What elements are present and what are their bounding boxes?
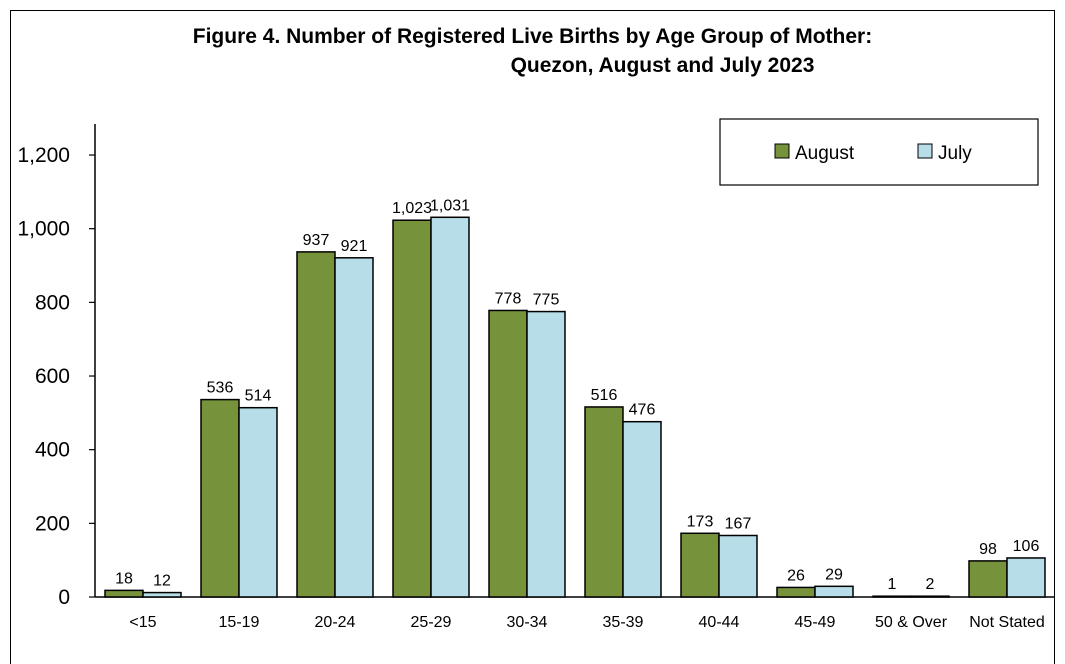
bar-august [680, 532, 720, 598]
bar-august [968, 560, 1008, 598]
data-label: 29 [825, 566, 843, 583]
bar-july [910, 595, 950, 598]
y-axis: 0 200 400 600 800 1,000 1,200 [17, 124, 96, 609]
bar-august [488, 309, 528, 598]
data-label: 2 [926, 576, 935, 593]
data-label: 778 [495, 290, 522, 307]
x-tick-label: 30-34 [507, 614, 548, 631]
data-labels: 18 536 937 1,023 778 516 173 26 1 98 12 514 921 1,031… [115, 197, 1039, 593]
bar-july [718, 534, 758, 598]
chart-title-line2: Quezon, August and July 2023 [510, 54, 815, 77]
legend-box [719, 118, 1039, 186]
x-tick-label: 40-44 [699, 614, 740, 631]
legend-swatch-august [774, 143, 790, 159]
data-label: 516 [591, 387, 618, 404]
data-label: 514 [245, 388, 272, 405]
bar-august [776, 586, 816, 598]
y-tick-label: 200 [35, 512, 70, 535]
bar-august [200, 398, 240, 598]
x-tick-label: 35-39 [603, 614, 644, 631]
legend-label-july: July [938, 143, 972, 164]
data-label: 98 [979, 541, 997, 558]
chart-title-line1: Figure 4. Number of Registered Live Birt… [192, 25, 873, 48]
data-label: 12 [153, 573, 171, 590]
x-tick-label: 50 & Over [875, 614, 948, 631]
x-tick-label: <15 [129, 614, 156, 631]
y-tick-label: 1,000 [17, 218, 70, 241]
x-axis: <15 15-19 20-24 25-29 30-34 35-39 40-44 45-49 50… [95, 596, 1055, 631]
data-label: 1,031 [430, 197, 470, 214]
x-tick-label: 15-19 [219, 614, 260, 631]
data-label: 1 [888, 576, 897, 593]
legend: August July [719, 118, 1039, 186]
chart-title: Figure 4. Number of Registered Live Birt… [0, 22, 1065, 80]
data-label: 26 [787, 567, 805, 584]
data-label: 921 [341, 238, 368, 255]
data-label: 167 [725, 515, 752, 532]
bar-july [430, 216, 470, 598]
bar-august [872, 595, 912, 598]
legend-swatch-july [917, 143, 933, 159]
x-tick-label: 20-24 [315, 614, 356, 631]
y-tick-label: 800 [35, 291, 70, 314]
bar-july [622, 420, 662, 598]
x-tick-label: 25-29 [411, 614, 452, 631]
bar-august [584, 406, 624, 598]
bar-july [238, 406, 278, 598]
bars [104, 216, 1046, 598]
bar-august [104, 589, 144, 598]
data-label: 476 [629, 402, 656, 419]
data-label: 1,023 [392, 200, 432, 217]
y-tick-label: 600 [35, 365, 70, 388]
bar-july [526, 310, 566, 598]
bar-july [814, 585, 854, 598]
data-label: 106 [1013, 538, 1040, 555]
bar-august [296, 251, 336, 598]
data-label: 775 [533, 292, 560, 309]
bar-july [142, 591, 182, 598]
y-tick-label: 1,200 [17, 144, 70, 167]
chart-frame [10, 10, 1055, 664]
bar-july [334, 257, 374, 598]
data-label: 18 [115, 570, 133, 587]
y-tick-label: 0 [58, 586, 70, 609]
bar-august [392, 219, 432, 598]
x-tick-label: Not Stated [969, 614, 1045, 631]
y-tick-label: 400 [35, 439, 70, 462]
data-label: 536 [207, 380, 234, 397]
x-tick-label: 45-49 [795, 614, 836, 631]
bar-july [1006, 557, 1046, 598]
data-label: 173 [687, 513, 714, 530]
data-label: 937 [303, 232, 330, 249]
legend-label-august: August [795, 143, 855, 164]
